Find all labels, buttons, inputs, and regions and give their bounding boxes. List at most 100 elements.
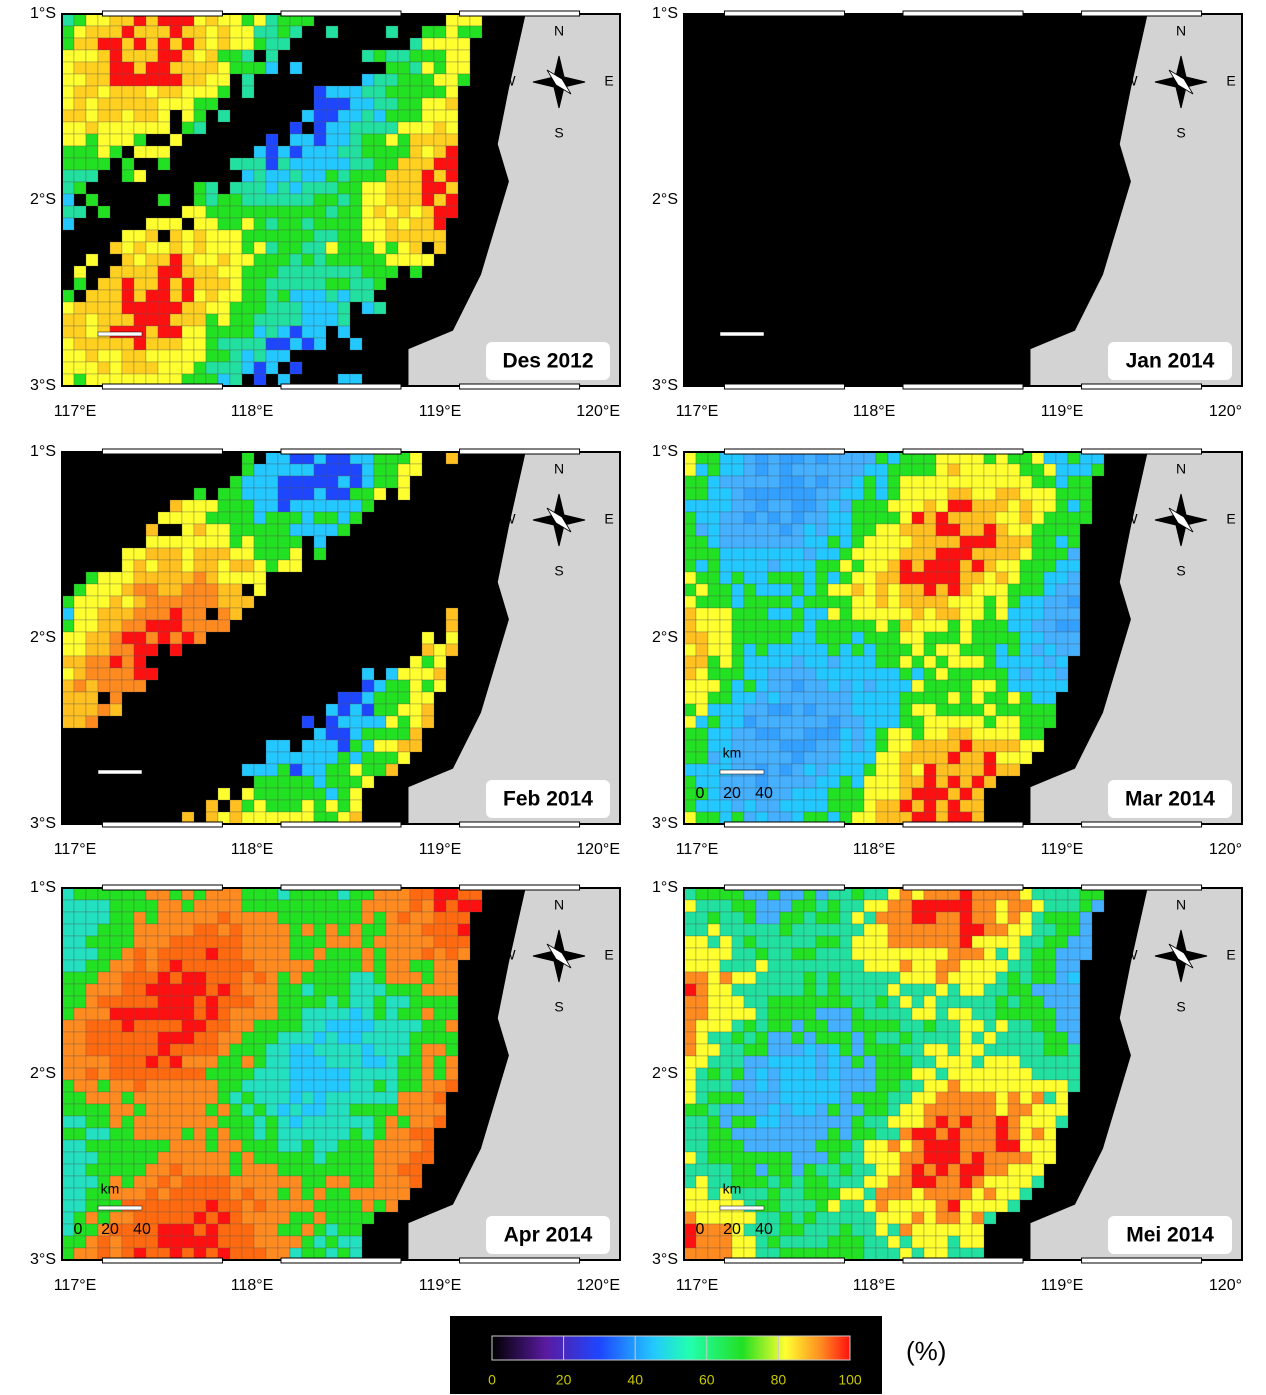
data-cell <box>446 996 458 1008</box>
data-cell <box>158 362 170 374</box>
data-cell <box>134 74 146 86</box>
data-cell <box>948 476 960 488</box>
data-cell <box>1044 1152 1056 1164</box>
data-cell <box>1032 728 1044 740</box>
data-cell <box>852 776 864 788</box>
data-cell <box>110 692 122 704</box>
data-cell <box>756 680 768 692</box>
data-cell <box>230 584 242 596</box>
data-cell <box>86 338 98 350</box>
data-cell <box>864 788 876 800</box>
data-cell <box>206 302 218 314</box>
data-cell <box>290 1008 302 1020</box>
data-cell <box>720 1032 732 1044</box>
data-cell <box>756 1116 768 1128</box>
compass-w: W <box>1124 511 1138 527</box>
data-cell <box>374 1044 386 1056</box>
data-cell <box>242 1032 254 1044</box>
data-cell <box>278 996 290 1008</box>
data-cell <box>182 996 194 1008</box>
data-cell <box>1068 644 1080 656</box>
data-cell <box>158 1200 170 1212</box>
data-cell <box>206 500 218 512</box>
data-cell <box>386 194 398 206</box>
data-cell <box>960 984 972 996</box>
data-cell <box>134 632 146 644</box>
data-cell <box>948 776 960 788</box>
data-cell <box>996 1044 1008 1056</box>
data-cell <box>864 936 876 948</box>
data-cell <box>278 1032 290 1044</box>
data-cell <box>410 266 422 278</box>
data-cell <box>936 912 948 924</box>
data-cell <box>74 996 86 1008</box>
data-cell <box>708 1128 720 1140</box>
data-cell <box>996 740 1008 752</box>
data-cell <box>924 1224 936 1236</box>
data-cell <box>756 936 768 948</box>
data-cell <box>218 1188 230 1200</box>
data-cell <box>948 800 960 812</box>
data-cell <box>960 900 972 912</box>
data-cell <box>182 524 194 536</box>
data-cell <box>338 1152 350 1164</box>
data-cell <box>194 86 206 98</box>
data-cell <box>792 948 804 960</box>
data-cell <box>936 644 948 656</box>
data-cell <box>62 1212 74 1224</box>
data-cell <box>266 912 278 924</box>
data-cell <box>410 62 422 74</box>
data-cell <box>158 996 170 1008</box>
lon-label: 120°E <box>576 403 620 420</box>
data-cell <box>996 1056 1008 1068</box>
data-cell <box>62 350 74 362</box>
data-cell <box>1068 996 1080 1008</box>
data-cell <box>768 948 780 960</box>
frame-segment <box>460 384 580 389</box>
data-cell <box>876 1092 888 1104</box>
data-cell <box>194 38 206 50</box>
data-cell <box>254 1176 266 1188</box>
data-cell <box>756 996 768 1008</box>
data-cell <box>266 560 278 572</box>
data-cell <box>876 620 888 632</box>
data-cell <box>398 1104 410 1116</box>
data-cell <box>912 464 924 476</box>
data-cell <box>254 1140 266 1152</box>
data-cell <box>720 996 732 1008</box>
data-cell <box>696 680 708 692</box>
data-cell <box>278 936 290 948</box>
data-cell <box>960 1212 972 1224</box>
data-cell <box>230 1236 242 1248</box>
data-cell <box>996 476 1008 488</box>
data-cell <box>314 338 326 350</box>
data-cell <box>338 206 350 218</box>
data-cell <box>912 1008 924 1020</box>
data-cell <box>434 924 446 936</box>
data-cell <box>888 728 900 740</box>
data-cell <box>912 716 924 728</box>
data-cell <box>816 1236 828 1248</box>
data-cell <box>888 452 900 464</box>
data-cell <box>122 1116 134 1128</box>
data-cell <box>708 740 720 752</box>
data-cell <box>1008 668 1020 680</box>
data-cell <box>912 1164 924 1176</box>
data-cell <box>924 572 936 584</box>
data-cell <box>398 1032 410 1044</box>
data-cell <box>852 1068 864 1080</box>
data-cell <box>158 572 170 584</box>
data-cell <box>338 984 350 996</box>
data-cell <box>146 1176 158 1188</box>
data-cell <box>936 1176 948 1188</box>
data-cell <box>338 512 350 524</box>
data-cell <box>876 680 888 692</box>
data-cell <box>792 972 804 984</box>
data-cell <box>194 1008 206 1020</box>
data-cell <box>1044 1116 1056 1128</box>
lat-label: 2°S <box>30 191 56 208</box>
data-cell <box>170 608 182 620</box>
panel-title: Apr 2014 <box>504 1224 593 1247</box>
data-cell <box>876 692 888 704</box>
data-cell <box>230 1032 242 1044</box>
